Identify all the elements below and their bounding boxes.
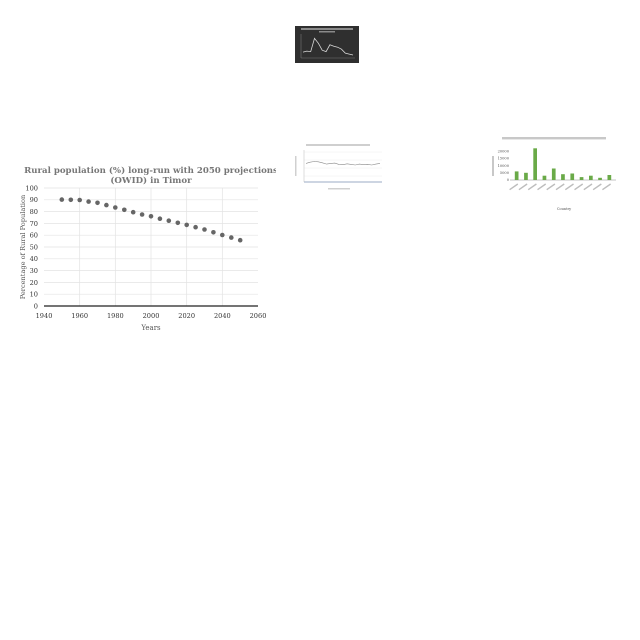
bar-y-tick-label: 15000 xyxy=(498,157,510,161)
data-point xyxy=(68,197,74,203)
x-tick-label: 2000 xyxy=(143,312,160,320)
data-point xyxy=(59,197,65,202)
dark-chart-subtitle-bar xyxy=(319,31,335,33)
data-point xyxy=(122,207,127,213)
data-point xyxy=(175,220,181,226)
x-tick-label: 1960 xyxy=(71,312,88,320)
data-point xyxy=(166,218,172,223)
y-axis-label: Percentage of Rural Population xyxy=(19,194,27,299)
y-tick-label: 20 xyxy=(30,279,38,287)
y-tick-label: 30 xyxy=(30,267,38,275)
bar-category-label-glyph xyxy=(592,183,602,191)
chart-title-line-2: (OWID) in Timor xyxy=(110,175,192,186)
data-point xyxy=(229,235,234,240)
line-chart-ylabel-bar xyxy=(295,156,297,176)
x-tick-label: 2020 xyxy=(178,312,195,320)
y-tick-label: 90 xyxy=(30,196,38,204)
data-point xyxy=(95,200,100,206)
dark-chart-title-bar xyxy=(301,28,353,30)
bar xyxy=(579,177,584,180)
data-point xyxy=(104,202,109,208)
data-point xyxy=(130,209,136,215)
bar-category-label-glyph xyxy=(555,183,565,191)
bar-category-label-glyph xyxy=(574,183,584,191)
light-line-chart-thumbnail xyxy=(292,140,388,194)
bar xyxy=(514,171,519,180)
data-point xyxy=(86,199,91,204)
bar-category-label-glyph xyxy=(509,183,519,191)
y-tick-label: 60 xyxy=(30,232,38,240)
bar xyxy=(570,173,575,180)
bar-y-tick-label: 5000 xyxy=(500,171,510,175)
bar-category-label-glyph xyxy=(583,183,593,191)
bar xyxy=(589,175,593,180)
bar-category-label-glyph xyxy=(537,183,547,191)
y-tick-label: 50 xyxy=(30,243,38,251)
data-point xyxy=(148,214,154,219)
bar-category-label-glyph xyxy=(518,183,528,191)
bar-chart-xlabel: Country xyxy=(557,207,571,211)
rural-population-scatter: Rural population (%) long-run with 2050 … xyxy=(19,165,278,332)
bar-y-tick-label: 10000 xyxy=(498,164,510,168)
data-point xyxy=(211,230,216,235)
y-tick-label: 80 xyxy=(30,208,38,216)
bar xyxy=(524,172,528,180)
x-tick-label: 1940 xyxy=(36,312,53,320)
dark-line-chart xyxy=(295,26,359,63)
dark-series-line xyxy=(302,37,354,56)
line-series-line xyxy=(305,161,381,166)
data-point xyxy=(220,232,225,238)
bar xyxy=(551,168,556,180)
bar-y-tick-label: 0 xyxy=(507,178,510,182)
data-point xyxy=(139,212,145,217)
y-tick-label: 70 xyxy=(30,220,38,228)
y-tick-label: 100 xyxy=(25,184,38,192)
bar-category-label-glyph xyxy=(527,183,537,191)
bar-category-label-glyph xyxy=(602,183,612,191)
x-axis-label: Years xyxy=(140,324,161,332)
bar-category-label-glyph xyxy=(564,183,574,191)
rural-population-chart: Rural population (%) long-run with 2050 … xyxy=(14,158,278,338)
line-chart-title-bar xyxy=(306,144,370,146)
y-tick-label: 0 xyxy=(34,302,38,310)
light-line-chart xyxy=(295,144,382,190)
bar xyxy=(542,175,547,180)
bar xyxy=(561,174,565,180)
x-tick-label: 2060 xyxy=(250,312,267,320)
chart-title-line-1: Rural population (%) long-run with 2050 … xyxy=(24,165,276,176)
x-tick-label: 1980 xyxy=(107,312,124,320)
data-point xyxy=(193,224,198,230)
bar-chart-title-bar xyxy=(502,137,606,140)
x-tick-label: 2040 xyxy=(214,312,231,320)
bar xyxy=(607,175,612,180)
data-point xyxy=(237,237,243,243)
bar-chart-ylabel-bar xyxy=(492,156,494,176)
data-point xyxy=(77,197,82,203)
green-bar-chart-thumbnail: 0 5000 10000 15000 20000 Country xyxy=(488,134,618,214)
data-point xyxy=(113,205,118,210)
y-tick-label: 10 xyxy=(30,291,38,299)
bar xyxy=(598,177,602,180)
dark-line-chart-thumbnail xyxy=(295,26,359,63)
line-chart-xlabel-bar xyxy=(328,188,350,190)
bar-y-tick-label: 20000 xyxy=(498,149,510,153)
line-chart-gridlines xyxy=(304,151,382,177)
green-bar-chart: 0 5000 10000 15000 20000 Country xyxy=(492,137,616,211)
data-point xyxy=(202,227,207,232)
bar-category-label-glyph xyxy=(546,183,556,191)
data-point xyxy=(157,216,163,221)
bar xyxy=(533,148,537,180)
data-point xyxy=(184,222,189,228)
y-tick-label: 40 xyxy=(30,255,38,263)
